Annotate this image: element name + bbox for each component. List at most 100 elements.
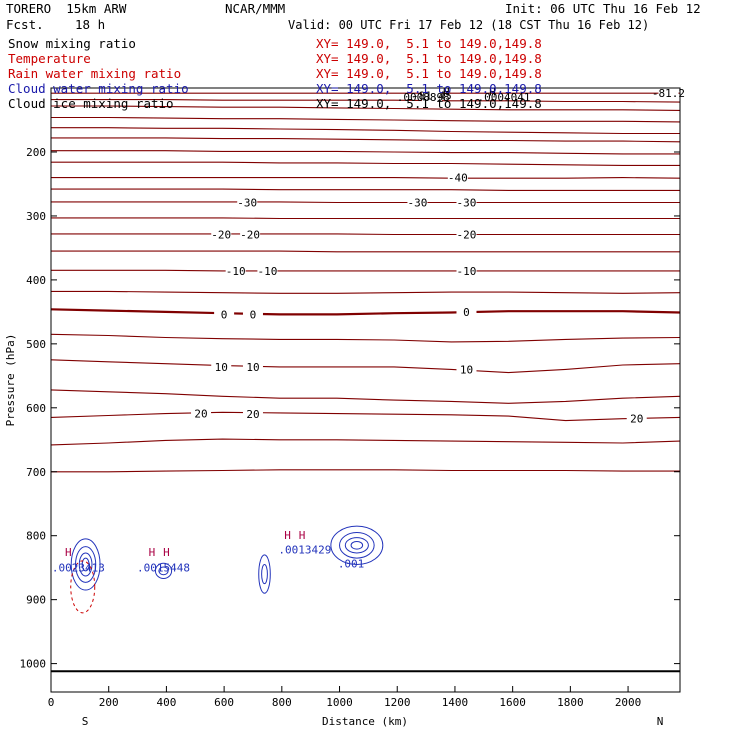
isotherm-label-bg <box>191 407 212 420</box>
y-tick-label: 600 <box>26 402 46 415</box>
cloud-water-contour <box>330 525 384 565</box>
maximum-marker: H <box>443 86 450 99</box>
isotherm-label-bg <box>421 89 442 102</box>
x-tick-label: 1800 <box>557 696 584 709</box>
y-tick-label: 300 <box>26 210 46 223</box>
x-tick-label: 1600 <box>499 696 526 709</box>
cloud-water-contour <box>158 566 169 576</box>
isotherm-label-bg <box>242 360 263 373</box>
isotherm-label-bg <box>456 196 477 209</box>
isotherm-label-bg <box>407 196 428 209</box>
valid-time: Valid: 00 UTC Fri 17 Feb 12 (18 CST Thu … <box>288 18 650 32</box>
cloud-water-contour <box>258 554 271 594</box>
isotherm-label: -40 <box>448 172 468 185</box>
cloud-water-contour <box>70 538 101 591</box>
x-tick-label: 800 <box>272 696 292 709</box>
isotherm-label-bg <box>242 408 263 421</box>
isotherm-10 <box>50 359 681 374</box>
cloud-water-label: .0023413 <box>52 562 105 575</box>
isotherm-label-bg <box>456 228 477 241</box>
isotherm-label-bg <box>237 196 258 209</box>
isotherm-label: 0 <box>221 308 228 321</box>
isotherm--20 <box>51 233 680 236</box>
y-tick-label: 500 <box>26 338 46 351</box>
cloud-water-contour <box>154 562 173 580</box>
cloud-water-label: .001 <box>338 558 365 571</box>
maximum-marker: H <box>284 529 291 542</box>
isotherm--40 <box>51 177 681 179</box>
cloud-water-label: .0015448 <box>137 562 190 575</box>
y-tick-label: 700 <box>26 466 46 479</box>
y-tick-label: 200 <box>26 146 46 159</box>
forecast-label: Fcst. <box>6 17 44 32</box>
isotherm-label: 10 <box>215 361 228 374</box>
maximum-marker: H <box>149 546 156 559</box>
legend-xy-temperature: XY= 149.0, 5.1 to 149.0,149.8 <box>316 51 542 66</box>
maximum-marker: H <box>489 86 496 99</box>
x-tick-label: 0 <box>48 696 55 709</box>
legend-xy-cloud-ice: XY= 149.0, 5.1 to 149.0,149.8 <box>316 96 542 111</box>
cloud-water-contours <box>70 525 384 614</box>
temperature-isotherms <box>50 92 681 673</box>
legend-xy-cloud-water: XY= 149.0, 5.1 to 149.0,149.8 <box>316 81 542 96</box>
isotherm--35 <box>51 188 680 191</box>
isotherm-label-bg <box>447 171 468 184</box>
rain-contour <box>70 560 96 614</box>
isotherm-label: 20 <box>194 408 207 421</box>
maximum-marker: H <box>299 529 306 542</box>
isotherm-label-bg <box>240 228 261 241</box>
isotherm-label: -20 <box>240 228 260 241</box>
cloud-water-contour <box>261 563 268 585</box>
isotherm-label: -30 <box>237 197 257 210</box>
isotherm-label: 20 <box>630 413 643 426</box>
x-axis-title: Distance (km) <box>322 715 408 728</box>
isotherm-label-bg <box>225 264 246 277</box>
isotherm-label-bg <box>456 363 477 376</box>
legend-label-rain: Rain water mixing ratio <box>8 66 182 81</box>
legend-label-cloud-water: Cloud water mixing ratio <box>8 81 189 96</box>
x-tick-label: 1200 <box>384 696 411 709</box>
legend-label-temperature: Temperature <box>8 51 91 66</box>
isotherm-label: 0 <box>463 306 470 319</box>
isotherm--5 <box>51 290 681 294</box>
isotherm--70 <box>51 105 681 111</box>
isotherm--25 <box>51 217 680 220</box>
legend-label-cloud-ice: Cloud ice mixing ratio <box>8 96 174 111</box>
isotherm-label: -10 <box>257 265 277 278</box>
cloud-water-contour <box>344 537 369 554</box>
isotherm-15 <box>50 389 681 404</box>
isotherm--15 <box>51 250 680 253</box>
legend-label-snow: Snow mixing ratio <box>8 36 136 51</box>
isotherm-label: 10 <box>246 361 259 374</box>
isotherm--55 <box>51 137 681 143</box>
endpoint-left-label: S <box>82 715 89 728</box>
forecast-hour: 18 h <box>75 17 106 32</box>
cloud-water-contour <box>81 557 90 572</box>
isotherm--30 <box>51 201 680 204</box>
isotherm-label: -10 <box>226 265 246 278</box>
isotherm-label: -20 <box>457 228 477 241</box>
isotherm--75 <box>51 99 681 103</box>
legend-xy-snow: XY= 149.0, 5.1 to 149.0,149.8 <box>316 36 542 51</box>
y-tick-label: 800 <box>26 530 46 543</box>
isotherm-label: -81.2 <box>652 87 685 100</box>
model-title: TORERO 15km ARW <box>6 1 127 16</box>
x-tick-label: 400 <box>156 696 176 709</box>
x-tick-label: 200 <box>99 696 119 709</box>
isotherm-0 <box>50 308 681 316</box>
isotherm-label: 10 <box>460 363 473 376</box>
isotherm--45 <box>51 161 680 166</box>
isotherm-label: -10 <box>457 265 477 278</box>
endpoint-right-label: N <box>657 715 664 728</box>
isotherm-label-bg <box>242 308 263 321</box>
y-axis-title: Pressure (hPa) <box>4 334 17 427</box>
isotherm-label-bg <box>456 305 477 318</box>
cloud-ice-label: .0008898 <box>397 91 450 104</box>
legend-xy-rain: XY= 149.0, 5.1 to 149.0,149.8 <box>316 66 542 81</box>
isotherm-label: -20 <box>211 228 231 241</box>
isotherm-label-bg <box>658 87 679 100</box>
isotherm-label: -30 <box>457 197 477 210</box>
isotherm--50 <box>51 150 680 155</box>
isotherm-label-bg <box>626 412 647 425</box>
